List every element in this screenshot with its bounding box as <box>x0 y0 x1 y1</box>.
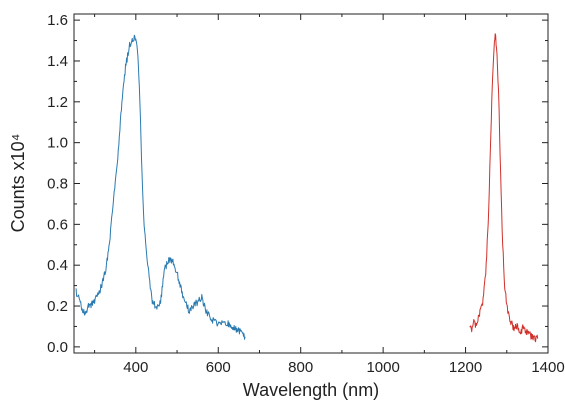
x-tick-label: 1000 <box>366 359 399 376</box>
y-tick-label: 1.2 <box>47 94 68 111</box>
y-tick-label: 0.8 <box>47 176 68 193</box>
x-axis-ticks: 400 600 800 1000 1200 1400 <box>94 14 565 376</box>
plot-area-frame <box>73 13 549 354</box>
x-tick-label: 800 <box>288 359 313 376</box>
y-tick-label: 1.4 <box>47 53 68 70</box>
x-tick-label: 400 <box>123 359 148 376</box>
infrared-emission-spectrum-line <box>469 33 539 343</box>
x-tick-label: 1400 <box>531 359 564 376</box>
y-tick-label: 1.6 <box>47 12 68 29</box>
x-axis-title: Wavelength (nm) <box>243 380 379 400</box>
y-tick-label: 0.6 <box>47 216 68 233</box>
y-tick-label: 0.0 <box>47 339 68 356</box>
y-axis-ticks: 0.0 0.2 0.4 0.6 0.8 1.0 1.2 1.4 1.6 <box>47 12 548 356</box>
y-tick-label: 0.2 <box>47 298 68 315</box>
visible-emission-spectrum-line <box>75 34 246 340</box>
y-tick-label: 1.0 <box>47 135 68 152</box>
y-tick-label: 0.4 <box>47 257 68 274</box>
x-tick-label: 1200 <box>449 359 482 376</box>
series-layer <box>75 33 539 343</box>
x-tick-label: 600 <box>206 359 231 376</box>
y-axis-title: Counts x10⁴ <box>8 134 28 233</box>
